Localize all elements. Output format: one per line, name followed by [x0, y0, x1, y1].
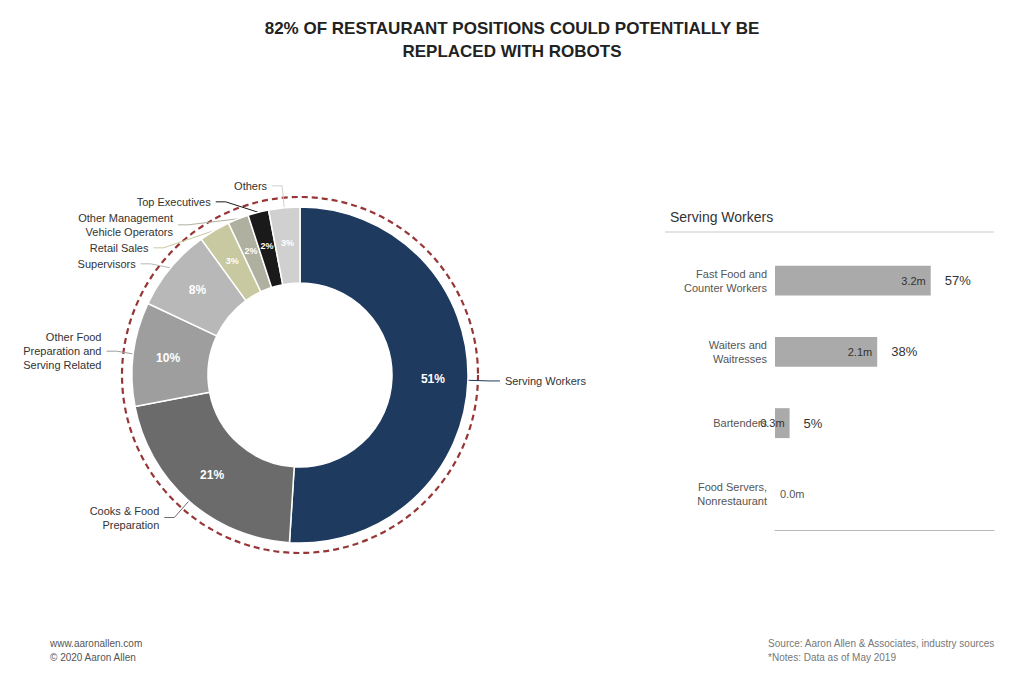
svg-text:38%: 38%	[891, 344, 917, 359]
svg-text:57%: 57%	[945, 273, 971, 288]
svg-text:Source: Aaron Allen & Associat: Source: Aaron Allen & Associates, indust…	[768, 638, 994, 649]
svg-text:© 2020 Aaron Allen: © 2020 Aaron Allen	[50, 652, 136, 663]
svg-text:0.0m: 0.0m	[780, 488, 804, 500]
svg-text:5%: 5%	[804, 416, 823, 431]
svg-text:Nonrestaurant: Nonrestaurant	[697, 495, 767, 507]
svg-text:2%: 2%	[245, 246, 258, 256]
svg-text:10%: 10%	[156, 351, 180, 365]
svg-text:Fast Food and: Fast Food and	[696, 268, 767, 280]
svg-text:21%: 21%	[200, 468, 224, 482]
svg-text:Serving Workers: Serving Workers	[670, 209, 773, 225]
svg-text:8%: 8%	[189, 283, 207, 297]
svg-text:Vehicle Operators: Vehicle Operators	[86, 226, 174, 238]
svg-text:Bartenders: Bartenders	[713, 417, 767, 430]
svg-text:Waiters and: Waiters and	[709, 339, 767, 351]
svg-text:Top Executives: Top Executives	[137, 196, 211, 208]
svg-text:Others: Others	[234, 180, 268, 192]
svg-text:www.aaronallen.com: www.aaronallen.com	[49, 638, 142, 649]
svg-text:Serving Workers: Serving Workers	[505, 375, 587, 387]
svg-text:Other Management: Other Management	[78, 212, 173, 224]
svg-text:3%: 3%	[281, 238, 294, 248]
svg-text:Supervisors: Supervisors	[78, 258, 137, 270]
svg-text:Retail Sales: Retail Sales	[90, 242, 149, 254]
svg-text:Counter Workers: Counter Workers	[684, 282, 767, 294]
svg-text:Preparation and: Preparation and	[23, 345, 101, 357]
svg-text:*Notes: Data as of May 2019: *Notes: Data as of May 2019	[768, 652, 896, 663]
svg-text:3%: 3%	[226, 256, 239, 266]
svg-text:Serving Related: Serving Related	[23, 359, 101, 371]
svg-text:82% OF RESTAURANT POSITIONS CO: 82% OF RESTAURANT POSITIONS COULD POTENT…	[265, 19, 760, 38]
svg-text:Cooks & Food: Cooks & Food	[90, 505, 160, 517]
svg-text:2%: 2%	[260, 241, 273, 251]
svg-text:2.1m: 2.1m	[848, 346, 872, 358]
svg-text:Other Food: Other Food	[46, 331, 102, 343]
svg-text:51%: 51%	[421, 372, 445, 386]
svg-text:3.2m: 3.2m	[901, 275, 925, 287]
svg-text:Food Servers,: Food Servers,	[698, 481, 767, 493]
svg-text:0.3m: 0.3m	[760, 417, 784, 429]
svg-text:Waitresses: Waitresses	[713, 353, 767, 365]
svg-text:Preparation: Preparation	[102, 519, 159, 531]
svg-text:REPLACED WITH ROBOTS: REPLACED WITH ROBOTS	[402, 42, 621, 61]
